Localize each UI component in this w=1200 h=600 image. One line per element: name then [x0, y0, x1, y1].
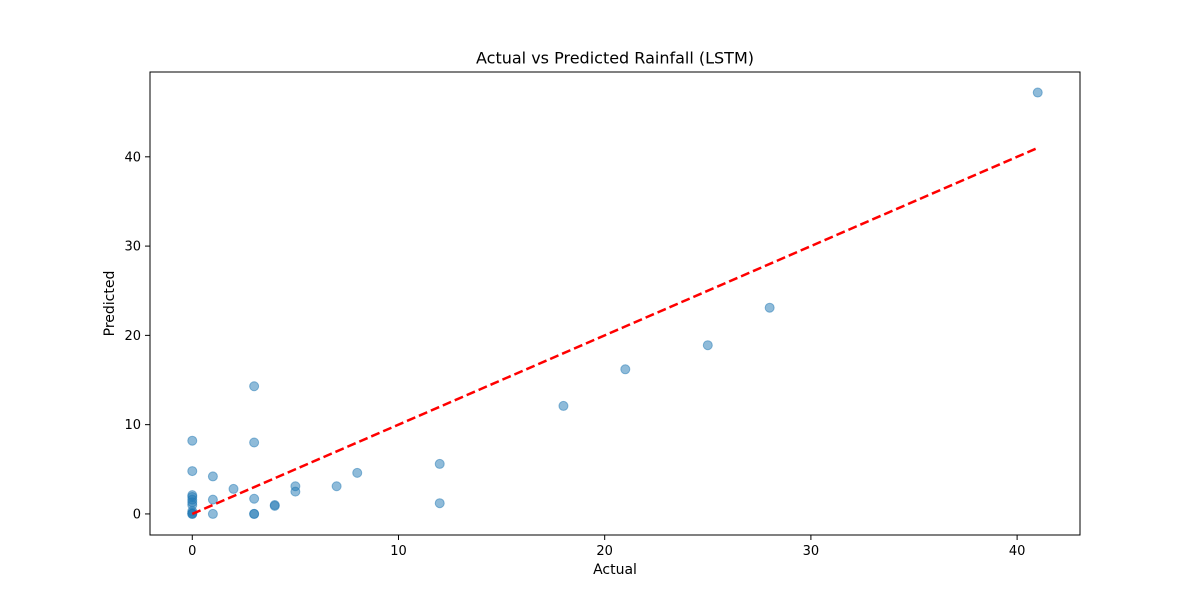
data-point	[290, 486, 301, 497]
x-axis-label: Actual	[593, 562, 637, 578]
data-point	[558, 400, 569, 411]
data-point	[269, 500, 280, 511]
data-point	[228, 483, 239, 494]
reference-line-layer	[191, 146, 1039, 516]
data-point	[249, 508, 260, 519]
y-tick-label: 40	[124, 150, 141, 165]
data-point	[207, 508, 218, 519]
plot-frame	[149, 71, 1081, 536]
data-point	[187, 435, 198, 446]
data-point	[207, 494, 218, 505]
data-point	[207, 471, 218, 482]
points-layer	[187, 87, 1043, 519]
data-point	[249, 493, 260, 504]
y-tick-label: 30	[124, 240, 141, 255]
x-tick-label: 30	[803, 544, 820, 559]
y-tick-label: 20	[124, 329, 141, 344]
x-tick-label: 0	[188, 544, 196, 559]
x-tick-label: 20	[596, 544, 613, 559]
x-tick-label: 10	[390, 544, 407, 559]
data-point	[1032, 87, 1043, 98]
data-point	[249, 381, 260, 392]
data-point	[331, 481, 342, 492]
y-tick-label: 10	[124, 418, 141, 433]
data-point	[187, 466, 198, 477]
data-point	[352, 467, 363, 478]
data-point	[434, 458, 445, 469]
data-point	[249, 437, 260, 448]
y-tick-label: 0	[133, 507, 141, 522]
reference-line	[191, 146, 1039, 516]
data-point	[764, 302, 775, 313]
ticks-layer: 0 10 20 30 40 0 10 20 30 40	[124, 150, 1025, 559]
x-tick-label: 40	[1009, 544, 1026, 559]
data-point	[620, 364, 631, 375]
data-point	[702, 340, 713, 351]
chart-title: Actual vs Predicted Rainfall (LSTM)	[476, 49, 754, 68]
y-axis-label: Predicted	[102, 271, 118, 337]
data-point	[434, 498, 445, 509]
